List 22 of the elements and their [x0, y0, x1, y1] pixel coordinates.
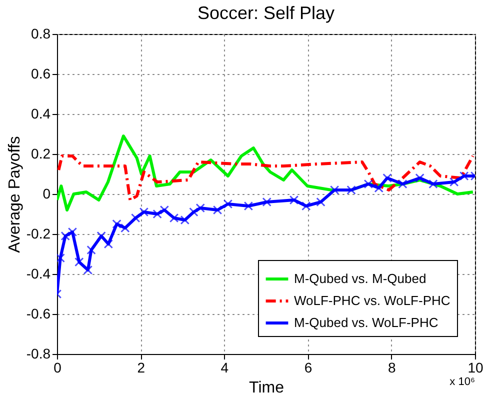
y-tick-label: 0 [42, 186, 51, 202]
x-tick-label: 2 [137, 360, 146, 376]
legend-label: M-Qubed vs. WoLF-PHC [294, 315, 438, 330]
x-tick-label: 10 [468, 360, 484, 376]
y-tick-label: -0.2 [26, 226, 51, 242]
y-tick-label: -0.8 [26, 346, 51, 362]
y-tick-label: -0.6 [26, 306, 51, 322]
chart-title: Soccer: Self Play [197, 3, 335, 23]
x-axis-title: Time [249, 380, 284, 396]
x-tick-label: 0 [54, 360, 62, 376]
x-tick-label: 4 [220, 360, 229, 376]
legend-label: M-Qubed vs. M-Qubed [294, 271, 426, 286]
y-tick-label: 0.8 [31, 26, 51, 42]
y-tick-label: 0.6 [31, 66, 51, 82]
text: x 10⁶ [450, 376, 475, 388]
y-axis-title: Average Payoffs [6, 136, 24, 253]
x-tick-label: 6 [304, 360, 312, 376]
y-tick-label: -0.4 [26, 266, 51, 282]
x-tick-label: 8 [388, 360, 396, 376]
y-tick-label: 0.4 [31, 106, 51, 122]
y-tick-label: 0.2 [31, 146, 51, 162]
legend-label: WoLF-PHC vs. WoLF-PHC [294, 293, 450, 308]
